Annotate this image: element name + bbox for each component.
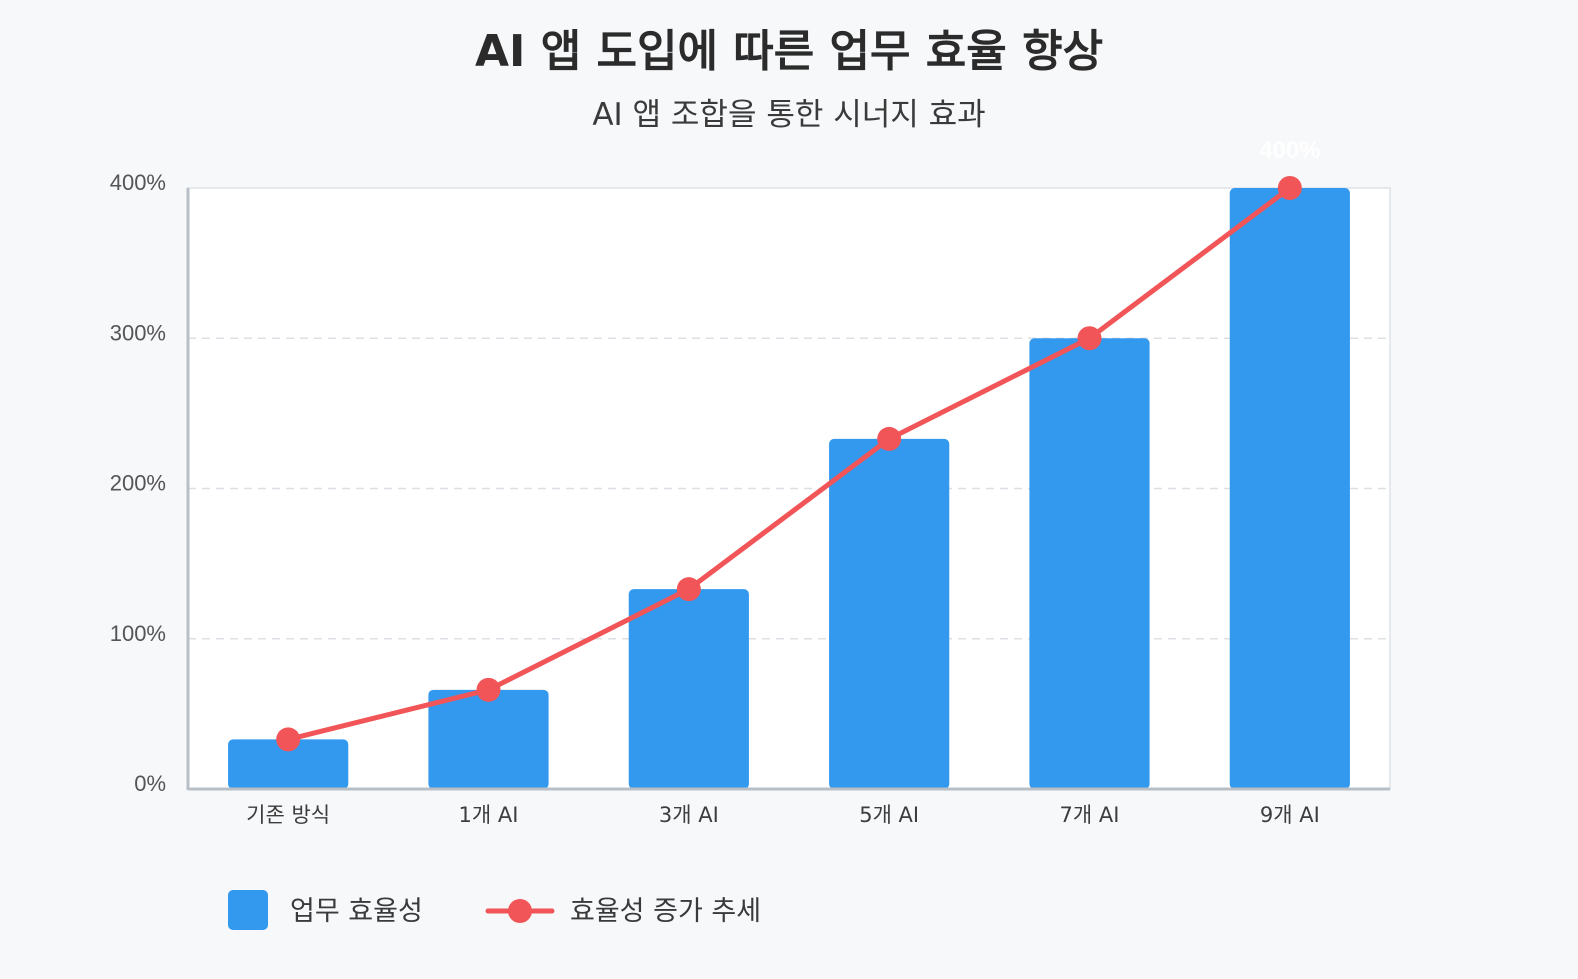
y-tick-label: 200% [110,471,166,496]
chart-subtitle: AI 앱 조합을 통한 시너지 효과 [592,97,985,133]
y-tick-label: 0% [134,771,166,796]
trend-line [285,185,1293,742]
bar [228,739,349,789]
line-point [877,426,902,451]
line-point [1277,176,1302,200]
line-point [476,677,501,702]
legend-line-marker [508,899,532,923]
x-tick-label: 3개 AI [659,803,719,827]
grid [188,337,1390,640]
legend-bar-swatch [228,890,268,930]
plot-area [187,187,1391,790]
x-tick-label: 기존 방식 [246,803,330,827]
bar [628,589,749,789]
bar [1229,188,1350,789]
legend-item-bar[interactable]: 업무 효율성 [228,890,423,930]
data-labels: 400% [1259,137,1320,164]
x-tick-label: 9개 AI [1260,803,1320,827]
line-point [676,577,701,602]
bar [428,689,549,789]
legend-item-line[interactable]: 효율성 증가 추세 [485,896,761,927]
legend-line-label: 효율성 증가 추세 [570,896,761,927]
x-tick-label: 7개 AI [1060,803,1120,827]
y-tick-label: 300% [110,320,166,345]
x-tick-label: 1개 AI [459,803,519,827]
y-tick-label: 100% [110,621,166,646]
legend: 업무 효율성 효율성 증가 추세 [228,890,761,930]
legend-bar-label: 업무 효율성 [290,896,423,927]
x-axis-ticks: 기존 방식 1개 AI 3개 AI 5개 AI 7개 AI 9개 AI [246,803,1320,827]
y-axis-ticks: 0% 100% 200% 300% 400% [110,170,166,796]
line-series [276,176,1302,752]
y-tick-label: 400% [110,170,166,195]
bar [1029,338,1150,789]
line-point [276,727,301,752]
bar-series [228,188,1350,789]
chart-title: AI 앱 도입에 따른 업무 효율 향상 [475,26,1103,77]
data-label: 400% [1259,137,1320,164]
bar [829,438,950,789]
x-tick-label: 5개 AI [859,803,919,827]
line-point [1077,326,1102,351]
